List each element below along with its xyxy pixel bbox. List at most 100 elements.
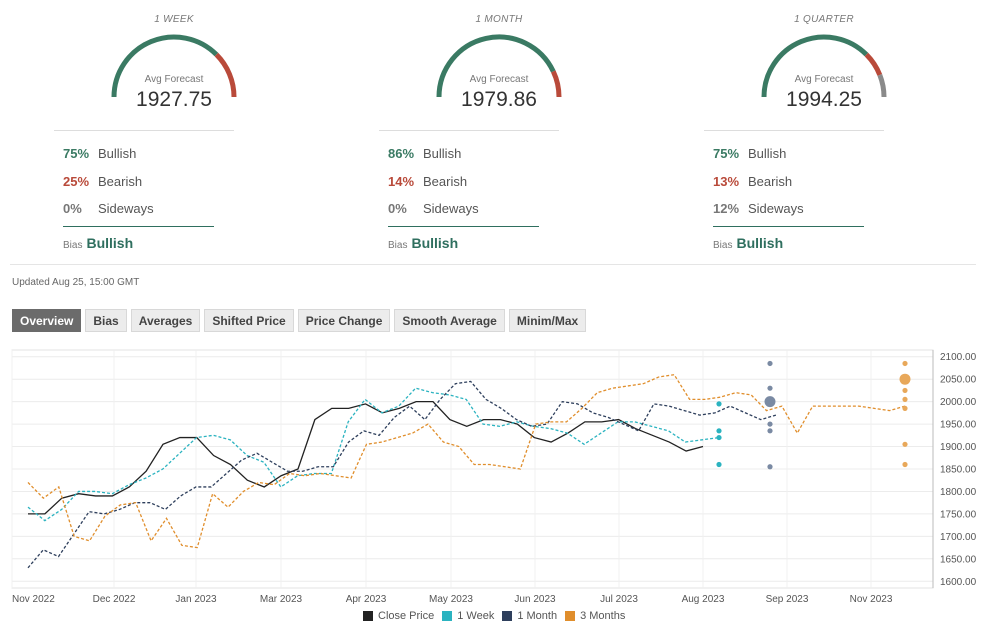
gauge-divider (379, 130, 559, 131)
legend-swatch (565, 611, 576, 621)
gauge-avg-value: 1979.86 (461, 88, 537, 111)
gauge-quarter: 1 QUARTER Avg Forecast 1994.25 75% Bullis… (704, 14, 924, 251)
legend-label: Close Price (378, 610, 435, 622)
tab-shifted-price[interactable]: Shifted Price (204, 309, 294, 332)
sideways-pct: 12% (713, 201, 740, 217)
chart-legend: Close Price 1 Week 1 Month 3 Months (363, 610, 633, 622)
tab-bias[interactable]: Bias (85, 309, 127, 332)
forecast-point[interactable] (716, 461, 722, 468)
forecast-point[interactable] (767, 428, 773, 434)
x-tick-label: Apr 2023 (346, 594, 387, 605)
bearish-label: Bearish (423, 173, 468, 189)
legend-close-price[interactable]: Close Price (363, 610, 434, 622)
gauge-arc (436, 34, 562, 98)
bullish-pct: 75% (713, 146, 740, 162)
stat-bearish: 14% Bearish (388, 168, 558, 196)
series-line-3-months[interactable] (27, 373, 906, 549)
x-tick-label: Nov 2023 (850, 594, 893, 605)
stat-sideways: 12% Sideways (713, 195, 883, 223)
gauge-divider (704, 130, 884, 131)
forecast-point[interactable] (716, 434, 722, 441)
bearish-label: Bearish (98, 173, 143, 189)
gauge-period: 1 WEEK (154, 14, 194, 25)
gauge-bullish-segment (436, 34, 556, 98)
legend-swatch (363, 611, 373, 621)
gauge-period: 1 MONTH (475, 14, 523, 25)
tab-smooth-average[interactable]: Smooth Average (394, 309, 505, 332)
gauge-month: 1 MONTH Avg Forecast 1979.86 86% Bullish … (379, 14, 599, 251)
forecast-average-point[interactable] (764, 396, 776, 408)
y-tick-label: 2050.00 (940, 375, 977, 386)
y-tick-label: 1950.00 (940, 420, 977, 431)
bias-row: Bias Bullish (63, 235, 233, 251)
legend-1-week[interactable]: 1 Week (442, 610, 494, 622)
forecast-point[interactable] (767, 464, 773, 470)
forecast-point[interactable] (902, 387, 908, 394)
forecast-point[interactable] (902, 405, 908, 411)
forecast-point[interactable] (902, 441, 908, 447)
gauge-bearish-segment (550, 70, 562, 98)
series-line-1-week[interactable] (27, 387, 720, 522)
legend-3-months[interactable]: 3 Months (565, 610, 625, 622)
bullish-label: Bullish (748, 146, 787, 162)
x-tick-label: Dec 2022 (93, 594, 136, 605)
section-divider (10, 264, 976, 265)
x-tick-label: Mar 2023 (260, 594, 303, 605)
bullish-label: Bullish (98, 146, 137, 162)
stat-bearish: 25% Bearish (63, 168, 233, 196)
bias-value: Bullish (736, 234, 784, 251)
tab-overview[interactable]: Overview (12, 309, 82, 332)
series-line-1-month[interactable] (27, 380, 777, 569)
x-tick-label: Aug 2023 (682, 594, 725, 605)
x-tick-label: Jun 2023 (514, 594, 556, 605)
forecast-point[interactable] (902, 396, 908, 402)
tab-minim-max[interactable]: Minim/Max (508, 309, 587, 332)
gauge-arc (111, 34, 237, 98)
gauge-bearish-segment (864, 52, 883, 76)
x-tick-label: Nov 2022 (12, 594, 55, 605)
forecast-point[interactable] (902, 360, 908, 367)
forecast-point[interactable] (767, 360, 773, 367)
y-tick-label: 1700.00 (940, 532, 977, 543)
gauge-bullish-segment (761, 34, 869, 98)
forecast-point[interactable] (902, 461, 908, 468)
forecast-point[interactable] (716, 401, 722, 407)
forecast-average-point[interactable] (899, 373, 911, 385)
legend-1-month[interactable]: 1 Month (502, 610, 557, 622)
y-tick-label: 1900.00 (940, 442, 977, 453)
stats-divider (63, 225, 214, 227)
gauge-bullish-segment (111, 34, 219, 98)
forecast-point[interactable] (767, 385, 773, 391)
chart-tabs: Overview Bias Averages Shifted Price Pri… (12, 309, 590, 332)
bullish-pct: 86% (388, 146, 415, 162)
stat-bearish: 13% Bearish (713, 168, 883, 196)
stat-sideways: 0% Sideways (388, 195, 558, 223)
bias-row: Bias Bullish (388, 235, 558, 251)
y-tick-label: 2100.00 (940, 352, 977, 363)
forecast-point[interactable] (767, 421, 773, 427)
legend-swatch (502, 611, 513, 621)
bias-label: Bias (388, 239, 408, 251)
bearish-pct: 14% (388, 173, 415, 189)
bias-label: Bias (63, 239, 83, 251)
bullish-pct: 75% (63, 146, 90, 162)
tab-price-change[interactable]: Price Change (297, 309, 391, 332)
forecast-point[interactable] (716, 428, 722, 434)
gauge-avg-value: 1994.25 (786, 88, 862, 111)
gauge-avg-label: Avg Forecast (794, 74, 854, 85)
y-tick-label: 1800.00 (940, 487, 977, 498)
stat-bullish: 75% Bullish (63, 140, 233, 168)
bearish-label: Bearish (748, 173, 793, 189)
gauge-bearish-segment (214, 52, 237, 98)
stat-bullish: 86% Bullish (388, 140, 558, 168)
sideways-label: Sideways (423, 201, 479, 217)
x-tick-label: Jan 2023 (175, 594, 217, 605)
stat-sideways: 0% Sideways (63, 195, 233, 223)
bearish-pct: 25% (63, 173, 90, 189)
series-line-close-price[interactable] (28, 400, 704, 515)
bias-value: Bullish (411, 234, 459, 251)
stat-bullish: 75% Bullish (713, 140, 883, 168)
tab-averages[interactable]: Averages (130, 309, 201, 332)
stats-divider (713, 225, 864, 227)
sideways-label: Sideways (748, 201, 804, 217)
